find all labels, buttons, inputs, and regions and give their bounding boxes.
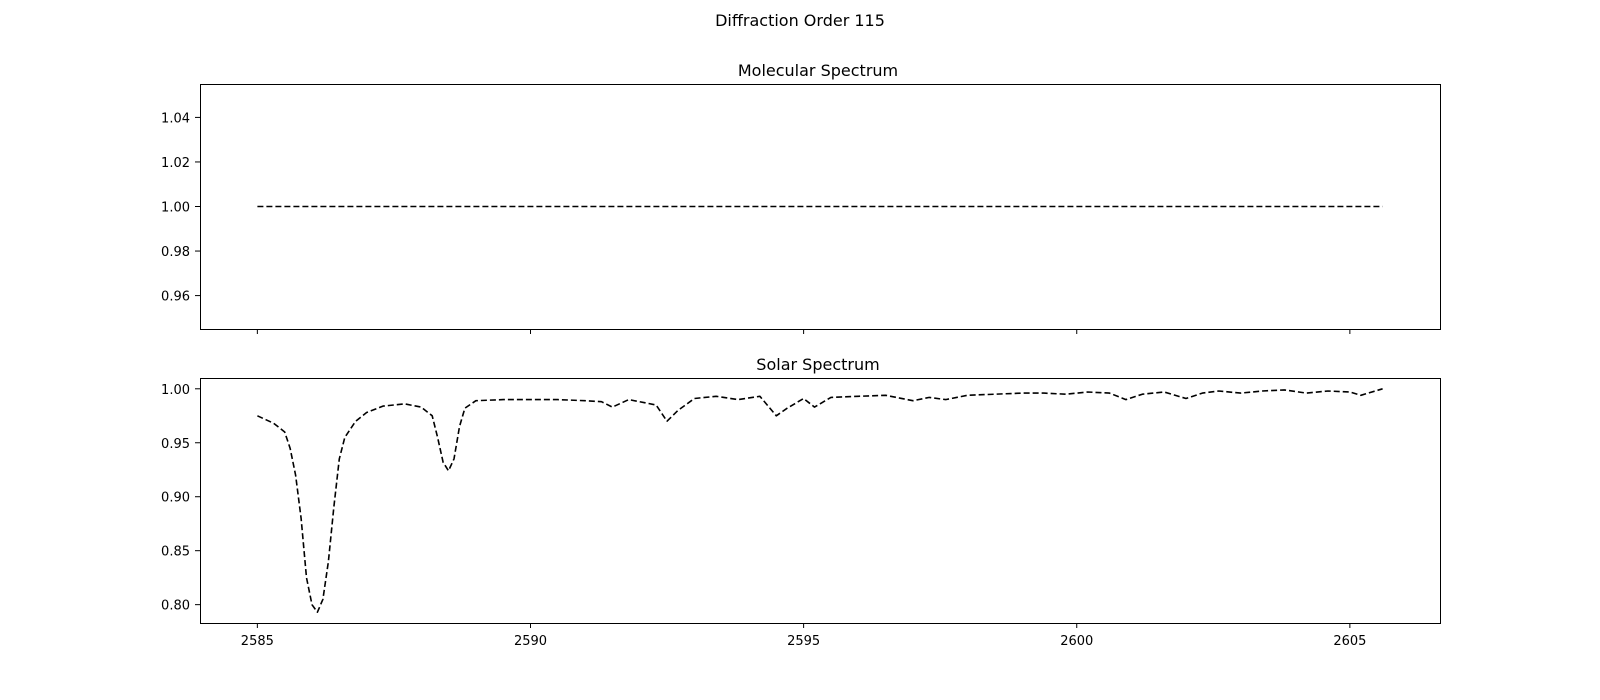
solar-spectrum-lines (257, 388, 1383, 614)
solar-spectrum-y-tick-label: 0.80 (161, 599, 190, 614)
molecular-spectrum-y-tick-label: 1.04 (161, 111, 190, 126)
solar-spectrum-x-tick-label: 2605 (1333, 634, 1366, 649)
molecular-spectrum-title: Molecular Spectrum (738, 61, 898, 80)
molecular-spectrum-panel: Molecular Spectrum 0.96 0.98 1.00 1.02 1.04 (161, 61, 1441, 334)
solar-spectrum-x-tick-label: 2590 (514, 634, 547, 649)
molecular-spectrum-y-tick-label: 1.00 (161, 201, 190, 216)
molecular-spectrum-y-tick-label: 0.98 (161, 245, 190, 260)
solar-spectrum-ticks: 2585 2590 2595 2600 2605 0.80 0.85 0.90 0.95 1.00 (161, 383, 1366, 649)
solar-spectrum-x-tick-label: 2595 (787, 634, 820, 649)
solar-spectrum-line (257, 388, 1383, 614)
figure-title: Diffraction Order 115 (715, 11, 885, 30)
solar-spectrum-y-tick-label: 1.00 (161, 383, 190, 398)
solar-spectrum-panel: Solar Spectrum 2585 2590 2595 2600 2605 0.80 0… (161, 355, 1441, 649)
solar-spectrum-title: Solar Spectrum (756, 355, 879, 374)
molecular-spectrum-y-tick-label: 0.96 (161, 290, 190, 305)
solar-spectrum-x-tick-label: 2585 (241, 634, 274, 649)
molecular-spectrum-plot-area (200, 84, 1441, 330)
solar-spectrum-x-tick-label: 2600 (1060, 634, 1093, 649)
solar-spectrum-y-tick-label: 0.85 (161, 545, 190, 560)
solar-spectrum-plot-area (200, 378, 1441, 624)
molecular-spectrum-y-tick-label: 1.02 (161, 156, 190, 171)
molecular-spectrum-ticks: 0.96 0.98 1.00 1.02 1.04 (161, 111, 1351, 334)
solar-spectrum-y-tick-label: 0.90 (161, 491, 190, 506)
solar-spectrum-y-tick-label: 0.95 (161, 437, 190, 452)
